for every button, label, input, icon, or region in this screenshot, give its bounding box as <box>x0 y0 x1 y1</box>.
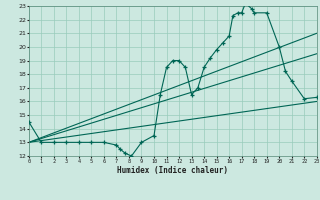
X-axis label: Humidex (Indice chaleur): Humidex (Indice chaleur) <box>117 166 228 175</box>
